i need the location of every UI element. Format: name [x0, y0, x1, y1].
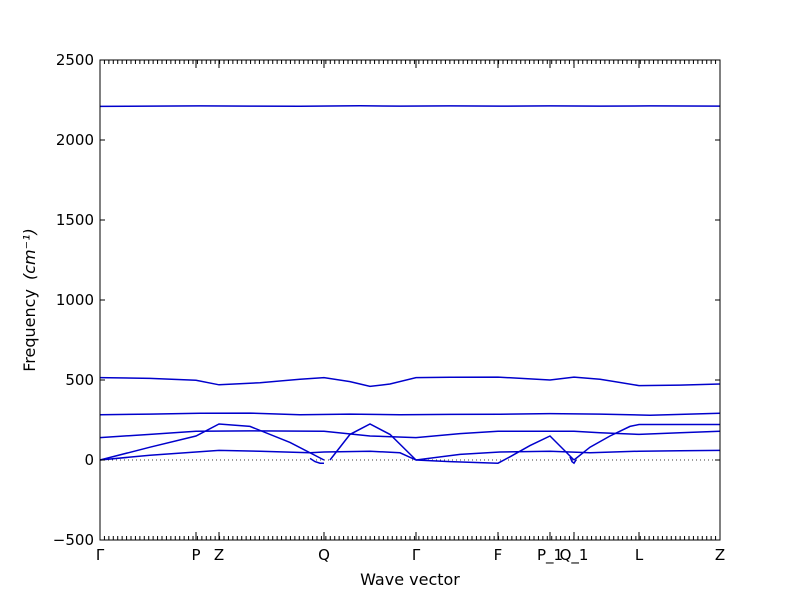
series-line-1 [99, 105, 721, 108]
y-axis-label-text: Frequency [20, 289, 39, 372]
y-axis-label-unit: (cm⁻¹) [20, 228, 39, 280]
y-axis: −500 0 500 1000 1500 2000 2500 [53, 51, 720, 549]
y-tick-label: 1000 [56, 291, 94, 309]
series-line-10 [309, 457, 324, 464]
y-axis-label: Frequency (cm⁻¹) [20, 228, 39, 371]
y-tick-label: 2000 [56, 131, 94, 149]
x-tick-label: Q_1 [560, 546, 589, 565]
series-layer [99, 105, 721, 465]
x-tick-label: Γ [96, 546, 105, 564]
series-line-9 [99, 449, 721, 461]
x-tick-label: L [635, 546, 644, 564]
x-tick-label: Γ [412, 546, 421, 564]
series-line-3 [99, 412, 721, 416]
plot-frame [99, 59, 721, 541]
x-tick-label: P_1 [537, 546, 563, 565]
series-line-2 [99, 376, 721, 388]
x-tick-label: Z [214, 546, 224, 564]
series-line-11 [569, 456, 577, 465]
x-tick-label: P [191, 546, 200, 564]
x-minor-ticks [99, 60, 721, 540]
x-tick-label: Q [318, 546, 330, 564]
x-tick-label: Z [715, 546, 725, 564]
y-tick-label: 1500 [56, 211, 94, 229]
x-tick-label: F [494, 546, 503, 564]
y-tick-label: 500 [65, 371, 94, 389]
x-axis-label: Wave vector [360, 570, 460, 589]
series-line-7 [415, 435, 575, 464]
y-tick-label: −500 [53, 531, 94, 549]
series-line-8 [573, 423, 720, 461]
y-tick-label: 2500 [56, 51, 94, 69]
y-axis-label-group: Frequency (cm⁻¹) [20, 228, 39, 371]
series-line-4 [99, 430, 721, 439]
x-axis: Γ P Z Q Γ F P_1Q_1 L Z [96, 60, 725, 565]
y-tick-label: 0 [84, 451, 94, 469]
series-line-5 [99, 423, 325, 461]
series-line-6 [329, 423, 417, 461]
